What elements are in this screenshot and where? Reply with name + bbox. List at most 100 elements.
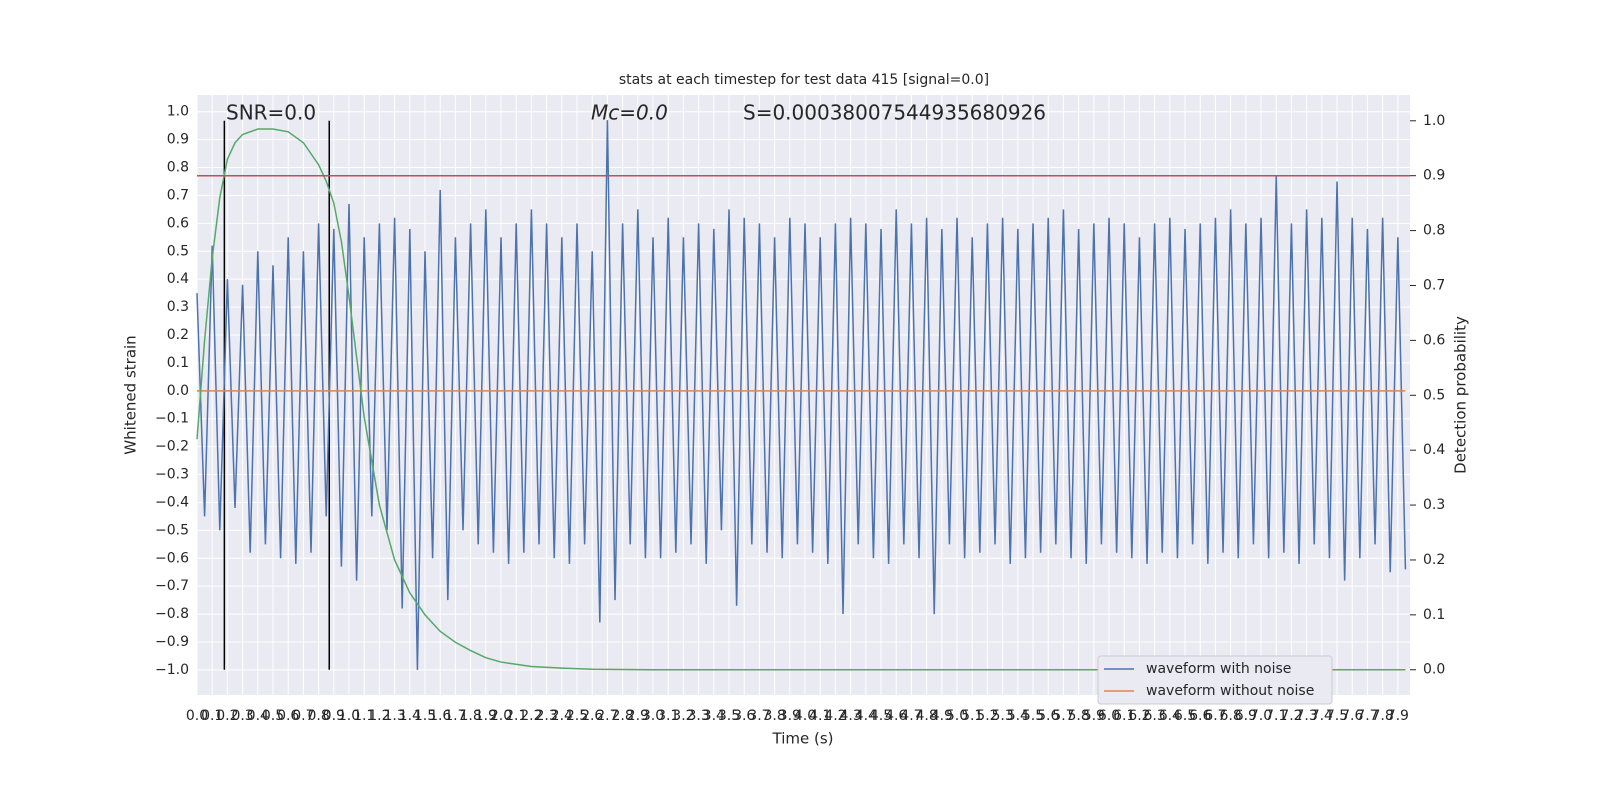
x-tick-label: 7.1 [1265, 708, 1287, 724]
x-tick-label: 3.3 [687, 708, 709, 724]
x-tick-label: 5.3 [991, 708, 1013, 724]
x-tick-label: 5.8 [1067, 708, 1089, 724]
x-tick-label: 6.7 [1204, 708, 1226, 724]
x-tick-label: 4.4 [855, 708, 877, 724]
y-tick-label: −0.3 [155, 467, 189, 483]
x-tick-label: 0.7 [292, 708, 314, 724]
x-tick-label: 3.6 [733, 708, 755, 724]
annotation: Mc=0.0 [591, 101, 668, 125]
x-tick-label: 4.0 [794, 708, 816, 724]
x-tick-label: 4.9 [931, 708, 953, 724]
x-tick-label: 1.9 [475, 708, 497, 724]
x-tick-label: 6.6 [1189, 708, 1211, 724]
y2-tick-label: 0.8 [1423, 223, 1445, 239]
x-tick-label: 7.0 [1250, 708, 1272, 724]
x-tick-label: 2.9 [627, 708, 649, 724]
x-tick-label: 6.9 [1235, 708, 1257, 724]
x-tick-label: 5.7 [1052, 708, 1074, 724]
x-tick-label: 4.6 [885, 708, 907, 724]
x-tick-label: 2.6 [581, 708, 603, 724]
y2-tick-label: 0.7 [1423, 277, 1445, 293]
x-tick-label: 0.0 [186, 708, 208, 724]
y2-tick-label: 0.3 [1423, 497, 1445, 513]
x-tick-label: 1.5 [414, 708, 436, 724]
x-tick-label: 4.2 [824, 708, 846, 724]
y2-tick-label: 0.5 [1423, 387, 1445, 403]
y-tick-label: 0.5 [167, 243, 189, 259]
x-tick-label: 4.7 [900, 708, 922, 724]
y-tick-label: 0.7 [167, 187, 189, 203]
x-tick-label: 3.8 [763, 708, 785, 724]
y-tick-label: 0.6 [167, 215, 189, 231]
x-tick-label: 1.2 [368, 708, 390, 724]
annotation: S=0.00038007544935680926 [743, 101, 1046, 125]
x-tick-label: 3.5 [718, 708, 740, 724]
y-tick-label: 0.2 [167, 327, 189, 343]
x-tick-label: 0.5 [262, 708, 284, 724]
y-tick-label: 0.0 [167, 383, 189, 399]
data-line [196, 128, 1406, 671]
x-tick-label: 7.3 [1296, 708, 1318, 724]
x-tick-label: 1.4 [399, 708, 421, 724]
x-tick-label: 5.4 [1007, 708, 1029, 724]
x-tick-label: 0.4 [247, 708, 269, 724]
y-tick-label: −1.0 [155, 662, 189, 678]
x-tick-label: 3.7 [748, 708, 770, 724]
y-tick-label: −0.5 [155, 522, 189, 538]
x-tick-label: 0.1 [201, 708, 223, 724]
x-tick-label: 3.0 [642, 708, 664, 724]
x-tick-label: 1.7 [444, 708, 466, 724]
y2-tick-label: 0.4 [1423, 442, 1445, 458]
y-tick-label: −0.6 [155, 550, 189, 566]
x-tick-label: 6.2 [1128, 708, 1150, 724]
y2-axis-label: Detection probability [1452, 316, 1470, 474]
x-tick-label: 0.8 [307, 708, 329, 724]
y2-tick-label: 0.6 [1423, 332, 1445, 348]
annotation: SNR=0.0 [226, 101, 316, 125]
y2-tick-label: 0.2 [1423, 552, 1445, 568]
x-tick-label: 2.7 [596, 708, 618, 724]
x-tick-label: 7.4 [1311, 708, 1333, 724]
y-tick-label: −0.8 [155, 606, 189, 622]
data-line [196, 120, 1407, 670]
legend-label: waveform with noise [1146, 661, 1291, 677]
x-tick-label: 6.1 [1113, 708, 1135, 724]
y-tick-label: −0.4 [155, 494, 189, 510]
x-tick-label: 7.7 [1356, 708, 1378, 724]
marks [196, 120, 1410, 671]
x-tick-label: 7.9 [1387, 708, 1409, 724]
x-tick-label: 4.1 [809, 708, 831, 724]
x-tick-label: 4.5 [870, 708, 892, 724]
x-tick-label: 5.6 [1037, 708, 1059, 724]
y2-tick-label: 0.0 [1423, 662, 1445, 678]
x-tick-label: 3.1 [657, 708, 679, 724]
chart-title: stats at each timestep for test data 415… [619, 72, 989, 88]
x-tick-label: 1.6 [429, 708, 451, 724]
x-tick-label: 4.8 [915, 708, 937, 724]
y2-tick-label: 1.0 [1423, 113, 1445, 129]
x-tick-label: 2.8 [611, 708, 633, 724]
y2-tick-label: 0.9 [1423, 168, 1445, 184]
x-tick-label: 0.3 [231, 708, 253, 724]
x-tick-label: 2.4 [551, 708, 573, 724]
x-tick-label: 2.3 [535, 708, 557, 724]
y-tick-label: −0.7 [155, 578, 189, 594]
legend-box [1097, 655, 1333, 705]
x-tick-label: 3.4 [703, 708, 725, 724]
x-axis-label: Time (s) [772, 730, 834, 748]
x-tick-label: 6.0 [1098, 708, 1120, 724]
x-tick-label: 4.3 [839, 708, 861, 724]
x-tick-label: 7.6 [1341, 708, 1363, 724]
y-tick-label: 0.1 [167, 355, 189, 371]
x-tick-label: 6.4 [1159, 708, 1181, 724]
x-tick-label: 1.8 [459, 708, 481, 724]
x-tick-label: 1.3 [383, 708, 405, 724]
x-tick-label: 7.5 [1326, 708, 1348, 724]
x-tick-label: 2.5 [566, 708, 588, 724]
x-tick-label: 2.0 [490, 708, 512, 724]
legend-label: waveform without noise [1146, 683, 1314, 699]
legend: waveform with noise waveform without nois… [1097, 655, 1333, 705]
x-tick-label: 7.8 [1372, 708, 1394, 724]
